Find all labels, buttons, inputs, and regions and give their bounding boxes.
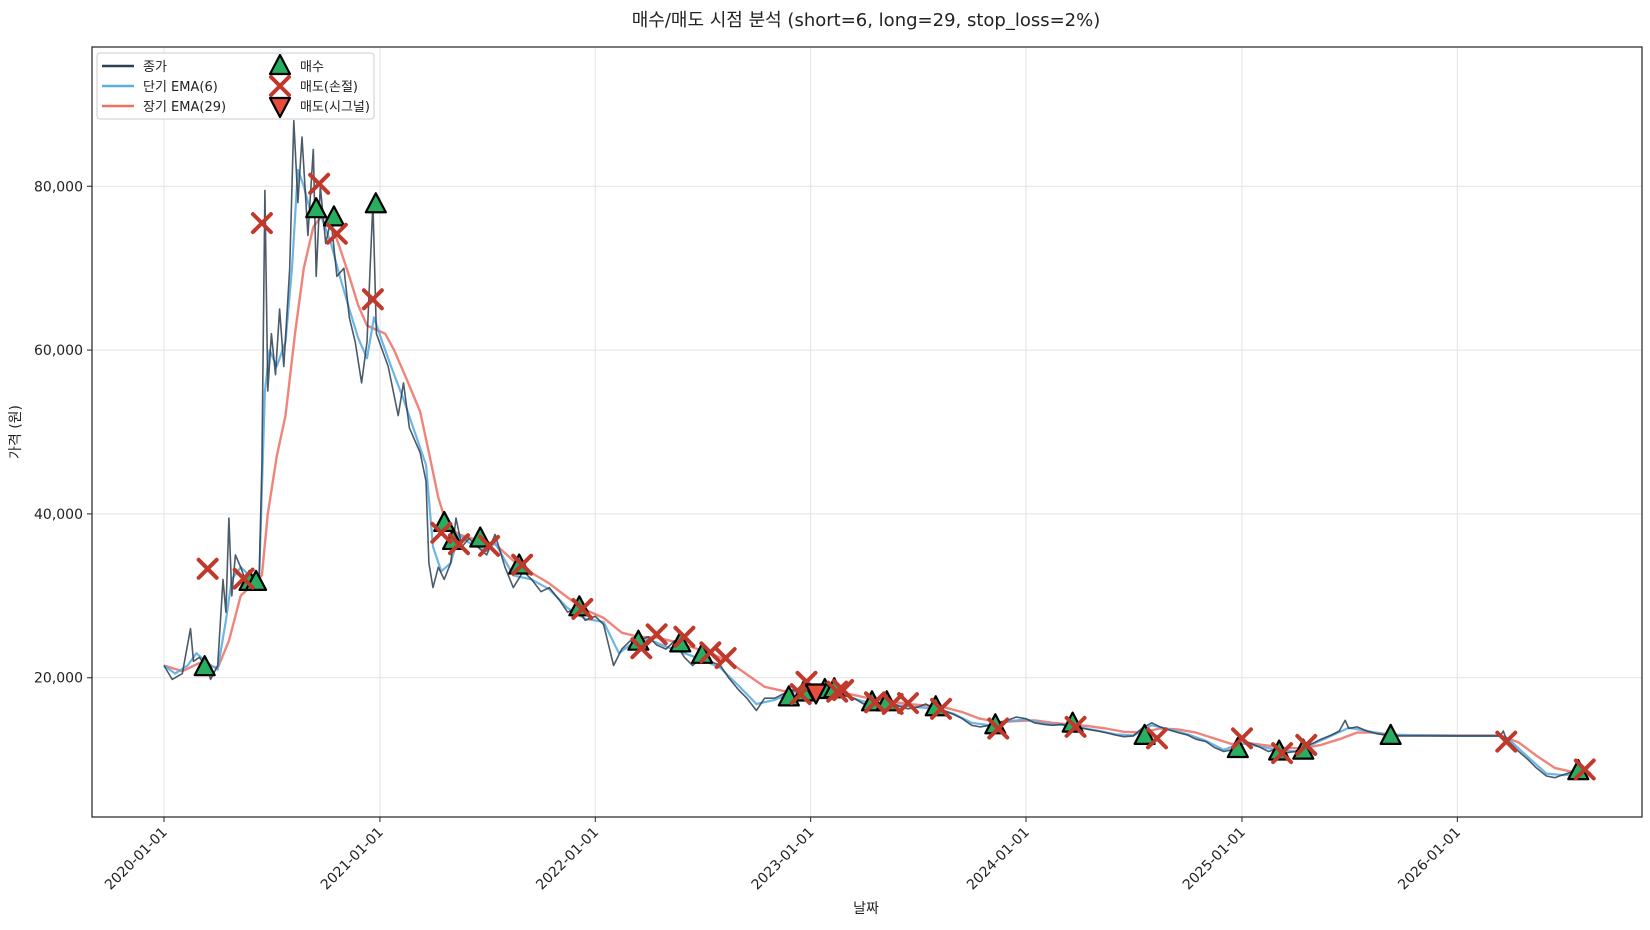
buy-marker xyxy=(193,654,216,677)
sell-stoploss-marker xyxy=(250,212,273,235)
y-tick-label: 60,000 xyxy=(34,343,83,359)
sell-stoploss-marker xyxy=(447,533,470,556)
legend-box xyxy=(96,52,375,120)
legend-label: 매도(손절) xyxy=(300,80,358,95)
buy-marker xyxy=(1379,723,1402,746)
legend-label: 매도(시그널) xyxy=(300,100,370,115)
grid-layer xyxy=(92,47,1642,817)
sell-stoploss-marker xyxy=(1495,730,1518,753)
y-tick-label: 40,000 xyxy=(34,507,83,523)
legend-swatch-buy xyxy=(268,53,292,76)
sell-stoploss-marker xyxy=(196,557,219,580)
sell-stoploss-marker xyxy=(1230,727,1253,750)
x-axis-title: 날짜 xyxy=(853,901,879,917)
sell-stoploss-marker xyxy=(826,680,849,703)
plot-frame xyxy=(91,46,1643,818)
legend-label: 종가 xyxy=(143,60,167,75)
sell-stoploss-marker xyxy=(232,567,255,590)
sell-stoploss-marker xyxy=(897,692,920,715)
buy-marker xyxy=(364,192,387,214)
sell-stoploss-marker xyxy=(699,641,722,664)
buy-marker xyxy=(305,197,328,219)
sell-stoploss-marker xyxy=(789,683,812,706)
legend-swatch-signal xyxy=(268,96,292,119)
y-tick-label: 80,000 xyxy=(34,179,83,195)
sell-stoploss-marker xyxy=(832,679,855,702)
sell-stoploss-marker xyxy=(478,534,501,557)
sell-stoploss-marker xyxy=(308,172,331,195)
legend-label: 매수 xyxy=(300,60,324,75)
legend-label: 장기 EMA(29) xyxy=(143,100,226,115)
chart-title: 매수/매도 시점 분석 (short=6, long=29, stop_loss… xyxy=(632,10,1101,31)
sell-stoploss-marker xyxy=(673,625,696,648)
buy-marker xyxy=(322,205,346,227)
y-tick-label: 20,000 xyxy=(34,671,83,687)
sell-stoploss-marker xyxy=(1271,742,1294,765)
series-line-0 xyxy=(163,119,1591,779)
y-axis-title: 가격 (원) xyxy=(8,405,24,459)
sell-stoploss-marker xyxy=(571,597,594,620)
sell-stoploss-marker xyxy=(430,521,453,544)
sell-signal-marker xyxy=(804,683,828,705)
sell-stoploss-marker xyxy=(325,222,348,245)
marker-layer xyxy=(193,172,1596,781)
sell-stoploss-marker xyxy=(714,647,737,670)
sell-stoploss-marker xyxy=(1146,727,1168,750)
sell-stoploss-marker xyxy=(930,697,953,720)
sell-stoploss-marker xyxy=(1295,733,1318,756)
sell-stoploss-marker xyxy=(361,288,384,311)
sell-stoploss-marker xyxy=(1573,758,1596,781)
legend-swatch-stoploss xyxy=(269,75,291,97)
buy-marker xyxy=(1133,723,1156,746)
sell-stoploss-marker xyxy=(645,623,668,646)
legend-label: 단기 EMA(6) xyxy=(143,80,218,95)
sell-stoploss-marker xyxy=(987,717,1010,740)
sell-stoploss-marker xyxy=(863,691,886,714)
sell-stoploss-marker xyxy=(1064,715,1087,738)
sell-stoploss-marker xyxy=(511,553,534,576)
